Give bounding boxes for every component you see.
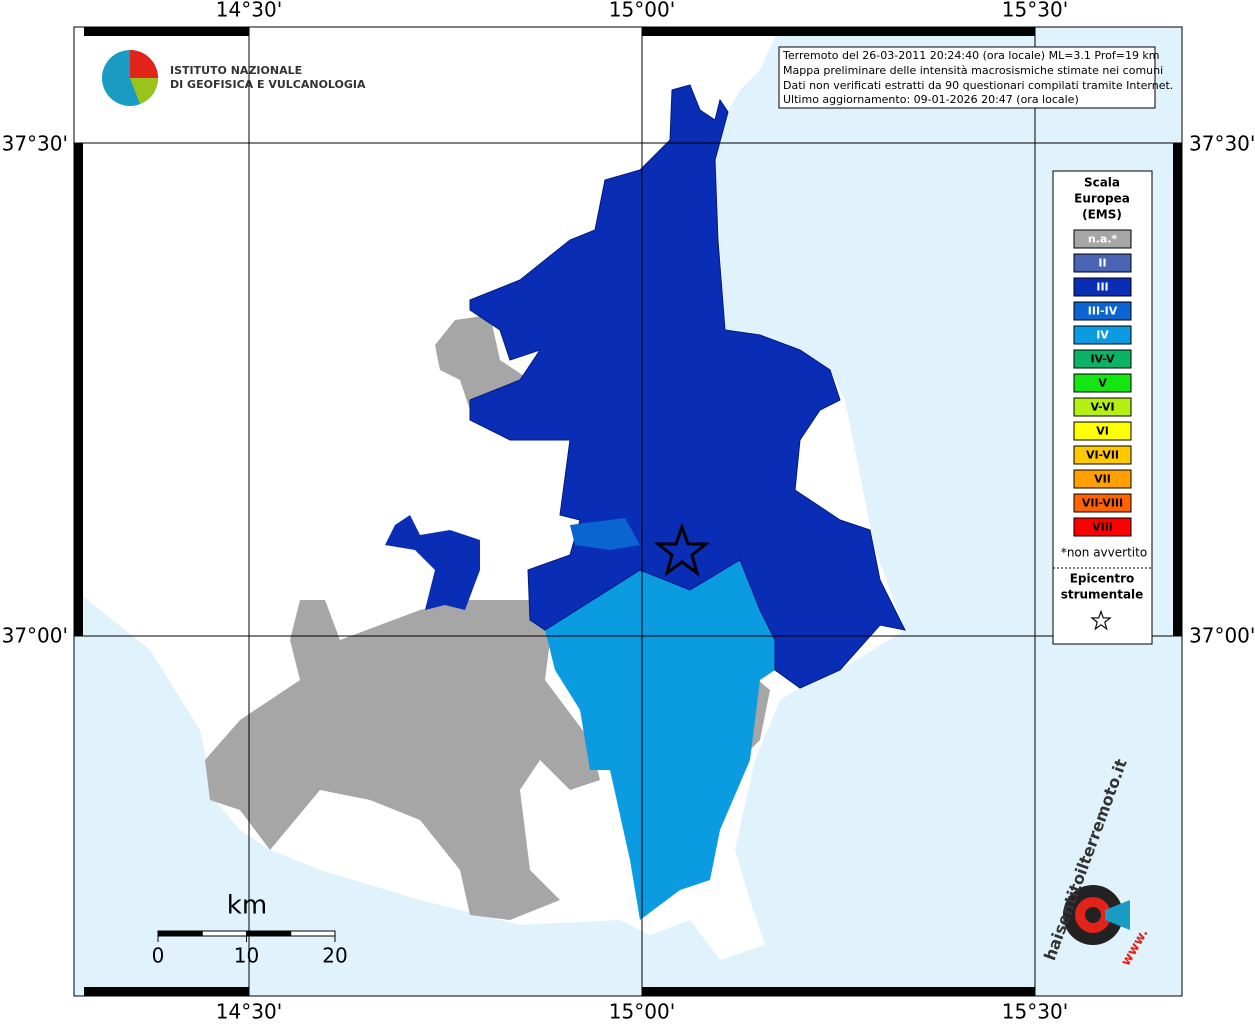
legend-label: VII-VIII [1082, 497, 1123, 510]
logo-segment [130, 78, 158, 104]
legend-label: III-IV [1088, 305, 1118, 318]
scale-segment [201, 930, 247, 937]
legend-swatch [1073, 445, 1132, 465]
scale-tick-label: 20 [322, 944, 347, 968]
scale-bar: km 0 10 20 [152, 891, 348, 968]
legend-swatch [1073, 325, 1132, 345]
legend-swatch [1073, 277, 1132, 297]
lon-label: 15°00' [609, 0, 675, 22]
scale-tick-label: 0 [152, 944, 165, 968]
legend-label: VI [1096, 425, 1109, 438]
graticule [74, 27, 1182, 996]
lon-label: 15°30' [1002, 0, 1068, 22]
lat-label: 37°00' [2, 624, 68, 648]
region-iv [545, 560, 775, 920]
info-line: Dati non verificati estratti da 90 quest… [783, 79, 1173, 92]
legend-swatch [1073, 253, 1132, 273]
frame-bars [74, 27, 1182, 996]
legend-swatch [1073, 397, 1132, 417]
ingv-logo: ISTITUTO NAZIONALE DI GEOFISICA E VULCAN… [102, 50, 366, 106]
legend-label: IV-V [1090, 353, 1115, 366]
site-logo-speaker [1105, 900, 1130, 930]
lon-label: 15°30' [1002, 1000, 1068, 1024]
legend-epicenter: Epicentro [1070, 572, 1135, 586]
info-line: Ultimo aggiornamento: 09-01-2026 20:47 (… [783, 93, 1079, 106]
frame-bar [642, 987, 1035, 996]
legend-label: VII [1094, 473, 1111, 486]
legend-swatch [1073, 517, 1132, 537]
lat-label: 37°30' [2, 132, 68, 156]
legend-swatch [1073, 469, 1132, 489]
legend-swatch [1073, 229, 1132, 249]
epicenter [653, 522, 711, 577]
legend: Scala Europea (EMS) *non avvertito Epice… [1052, 170, 1153, 645]
legend-swatch [1073, 421, 1132, 441]
scale-tick-label: 10 [234, 944, 259, 968]
lon-label: 14°30' [216, 1000, 282, 1024]
legend-swatch [1073, 373, 1132, 393]
legend-label: V [1098, 377, 1107, 390]
frame-bar [84, 27, 249, 36]
legend-label: III [1096, 281, 1108, 294]
frame-bar [642, 27, 1035, 36]
frame-bar [84, 987, 249, 996]
region-grey [205, 600, 600, 920]
lat-label: 37°00' [1189, 624, 1255, 648]
scale-segment [246, 930, 292, 937]
info-line: Terremoto del 26-03-2011 20:24:40 (ora l… [782, 49, 1160, 62]
lon-label: 14°30' [216, 0, 282, 22]
legend-swatch [1073, 349, 1132, 369]
legend-note: *non avvertito [1061, 546, 1147, 560]
frame-bar [74, 143, 83, 636]
lon-label: 15°00' [609, 1000, 675, 1024]
legend-label: VIII [1092, 521, 1113, 534]
legend-label: IV [1096, 329, 1109, 342]
info-box [778, 46, 1156, 109]
legend-star [1090, 609, 1112, 631]
legend-label: VI-VII [1086, 449, 1119, 462]
logo-text: DI GEOFISICA E VULCANOLOGIA [170, 78, 366, 91]
legend-epicenter: strumentale [1061, 588, 1144, 602]
scale-unit: km [227, 891, 267, 921]
region-iii-iv [570, 518, 640, 550]
legend-swatch [1073, 493, 1132, 513]
site-logo-circle [1085, 907, 1101, 923]
legend-title: Europea [1074, 192, 1130, 206]
legend-title: (EMS) [1082, 208, 1122, 222]
region-iii [385, 515, 480, 610]
scale-segment [290, 930, 336, 937]
legend-swatch [1073, 301, 1132, 321]
legend-label: V-VI [1090, 401, 1114, 414]
legend-label: n.a.* [1088, 233, 1118, 246]
scale-segment [157, 930, 203, 937]
logo-text: ISTITUTO NAZIONALE [170, 64, 302, 77]
lat-label: 37°30' [1189, 132, 1255, 156]
frame-bar [1173, 143, 1182, 636]
logo-segment [130, 50, 158, 78]
legend-label: II [1098, 257, 1106, 270]
info-line: Mappa preliminare delle intensità macros… [783, 64, 1163, 77]
legend-title: Scala [1084, 176, 1120, 190]
